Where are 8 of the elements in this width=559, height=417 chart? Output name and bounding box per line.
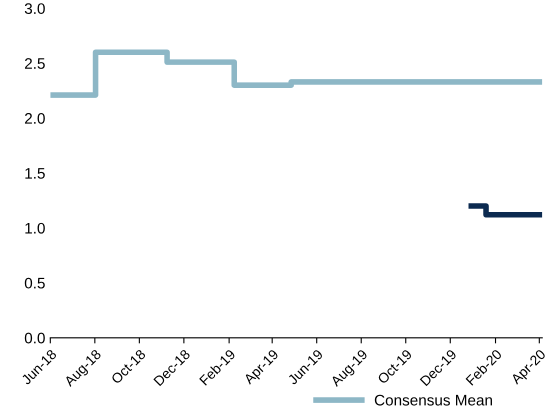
y-tick-label: 2.5 — [24, 58, 45, 69]
y-tick-label: 2.0 — [24, 113, 45, 124]
y-tick-label: 0.0 — [24, 332, 45, 344]
y-tick-label: 0.5 — [24, 278, 45, 289]
y-tick-label: 1.0 — [25, 222, 45, 234]
legend-label: Consensus Mean — [374, 394, 492, 406]
y-tick-label: 1.5 — [25, 168, 45, 179]
y-tick-label: 3.0 — [24, 3, 45, 14]
